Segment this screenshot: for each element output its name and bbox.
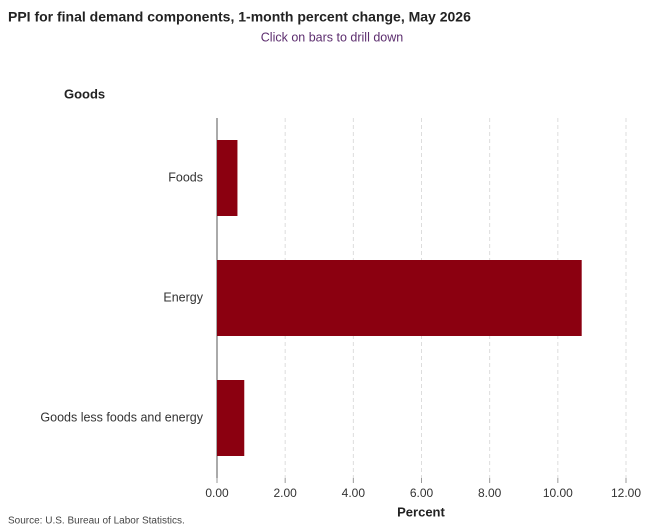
- x-tick-label: 10.00: [543, 486, 573, 500]
- x-tick-label: 8.00: [478, 486, 502, 500]
- y-tick-label: Foods: [168, 170, 203, 184]
- bar[interactable]: [217, 260, 582, 336]
- chart-subtitle: Click on bars to drill down: [261, 30, 403, 44]
- bar[interactable]: [217, 140, 238, 216]
- source-note: Source: U.S. Bureau of Labor Statistics.: [8, 516, 185, 527]
- y-tick-label: Goods less foods and energy: [40, 410, 203, 424]
- chart-title: PPI for final demand components, 1-month…: [8, 9, 471, 25]
- x-tick-label: 0.00: [205, 486, 229, 500]
- x-tick-label: 2.00: [273, 486, 297, 500]
- x-axis-title: Percent: [397, 504, 445, 519]
- bar[interactable]: [217, 380, 245, 456]
- x-tick-label: 4.00: [342, 486, 366, 500]
- y-tick-label: Energy: [163, 290, 203, 304]
- y-axis-title: Goods: [64, 86, 105, 101]
- x-tick-label: 12.00: [611, 486, 641, 500]
- x-tick-label: 6.00: [410, 486, 434, 500]
